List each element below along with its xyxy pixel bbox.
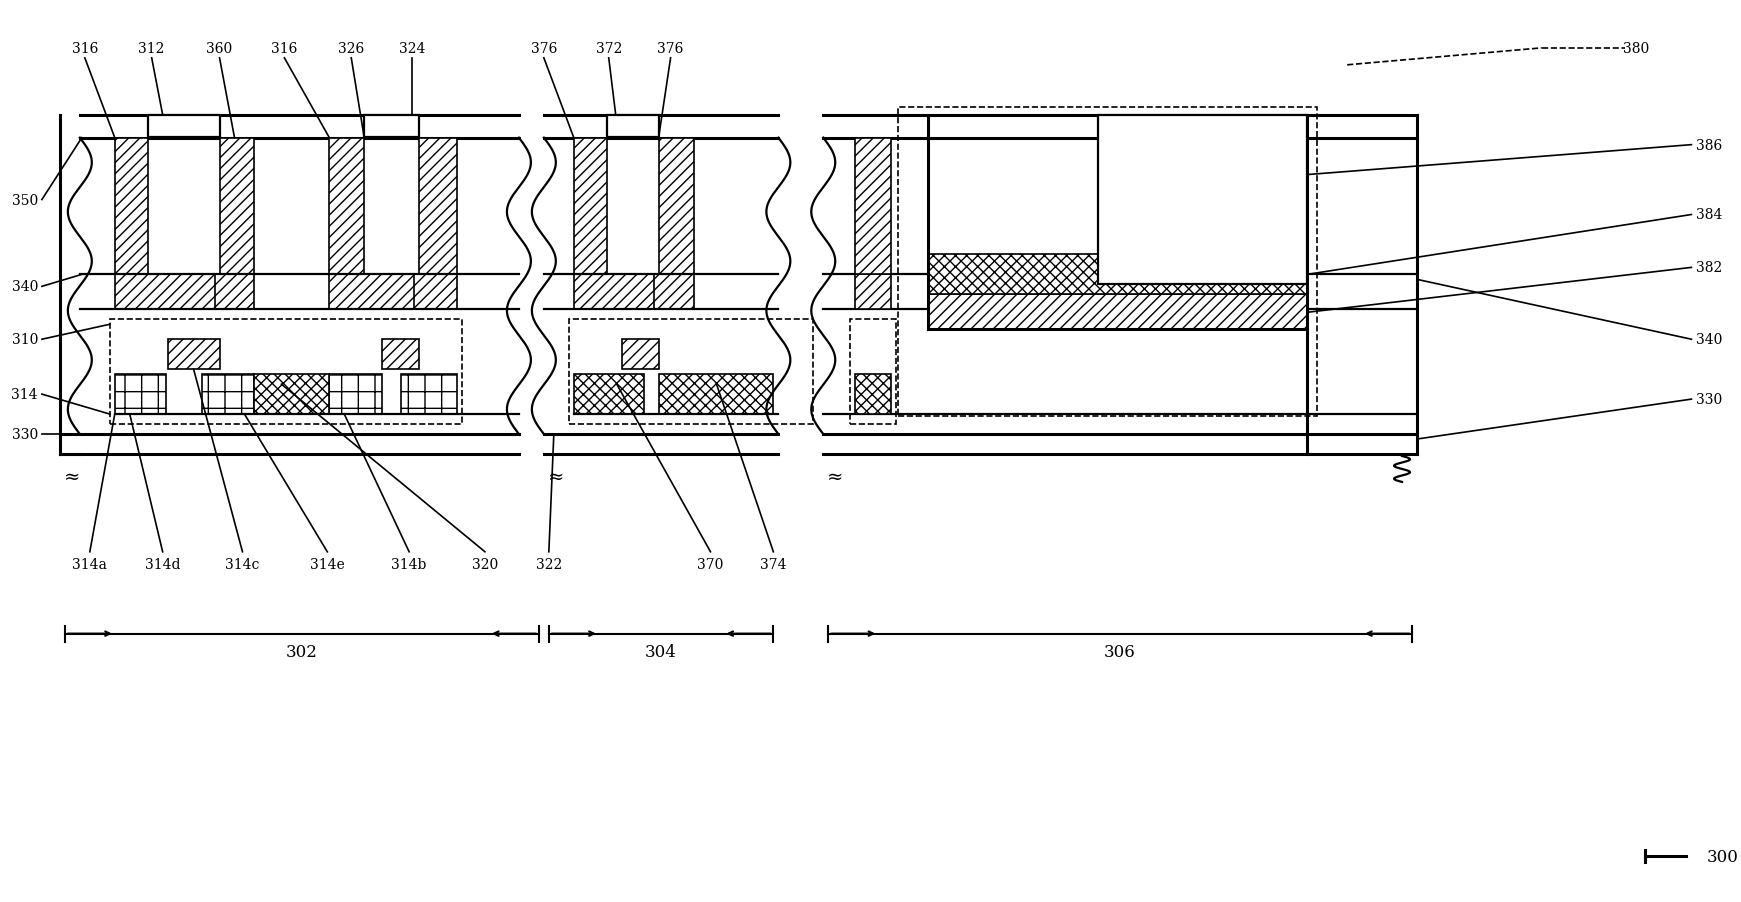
Text: 314e: 314e — [310, 557, 345, 571]
Text: 382: 382 — [1696, 261, 1722, 275]
Bar — [575, 139, 606, 275]
Bar — [606, 115, 658, 137]
Bar — [653, 275, 693, 310]
Bar — [569, 320, 813, 425]
Text: 330: 330 — [1696, 392, 1722, 407]
Text: 360: 360 — [207, 41, 233, 56]
Text: 314c: 314c — [225, 557, 259, 571]
Text: ≈: ≈ — [827, 468, 843, 486]
Bar — [214, 275, 254, 310]
Text: 302: 302 — [286, 643, 317, 660]
Bar — [167, 340, 219, 370]
Text: 314: 314 — [12, 388, 38, 401]
Text: 384: 384 — [1696, 208, 1724, 222]
Text: 326: 326 — [338, 41, 364, 56]
Text: 376: 376 — [658, 41, 684, 56]
Text: ≈: ≈ — [64, 468, 80, 486]
Text: 322: 322 — [536, 557, 562, 571]
Text: 374: 374 — [761, 557, 787, 571]
Text: 372: 372 — [595, 41, 622, 56]
Bar — [115, 139, 148, 275]
Text: 312: 312 — [139, 41, 165, 56]
Bar — [850, 320, 897, 425]
Text: 370: 370 — [698, 557, 724, 571]
Bar — [329, 275, 454, 310]
Text: 320: 320 — [472, 557, 498, 571]
Text: 340: 340 — [12, 280, 38, 294]
Bar — [115, 374, 165, 415]
Text: 304: 304 — [644, 643, 677, 660]
Bar — [148, 115, 219, 137]
Text: 350: 350 — [12, 193, 38, 207]
Bar — [400, 374, 458, 415]
Bar — [575, 275, 691, 310]
Text: 310: 310 — [12, 333, 38, 347]
Bar — [383, 340, 420, 370]
Bar — [254, 374, 329, 415]
Text: 376: 376 — [531, 41, 557, 56]
Bar — [329, 139, 364, 275]
Bar — [928, 295, 1307, 330]
Text: 324: 324 — [399, 41, 425, 56]
Bar — [622, 340, 658, 370]
Bar — [928, 255, 1307, 295]
Text: 314b: 314b — [392, 557, 427, 571]
Text: 386: 386 — [1696, 139, 1722, 152]
Text: 300: 300 — [1706, 848, 1738, 865]
Bar — [658, 139, 693, 275]
Bar — [219, 139, 254, 275]
Bar — [364, 115, 420, 137]
Bar — [855, 275, 891, 310]
Bar — [110, 320, 461, 425]
Text: 306: 306 — [1104, 643, 1135, 660]
Bar — [855, 374, 891, 415]
Bar — [855, 139, 891, 275]
Bar — [1097, 115, 1307, 285]
Text: ≈: ≈ — [548, 468, 564, 486]
Text: 380: 380 — [1623, 41, 1650, 56]
Text: 316: 316 — [272, 41, 298, 56]
Text: 314a: 314a — [73, 557, 108, 571]
Text: 330: 330 — [12, 428, 38, 442]
Text: 314d: 314d — [145, 557, 181, 571]
Bar — [202, 374, 254, 415]
Bar — [420, 139, 458, 275]
Bar — [329, 374, 383, 415]
Text: 340: 340 — [1696, 333, 1724, 347]
Bar — [898, 107, 1318, 417]
Bar — [575, 374, 644, 415]
Bar — [414, 275, 458, 310]
Bar — [658, 374, 773, 415]
Bar — [115, 275, 247, 310]
Text: 316: 316 — [71, 41, 97, 56]
